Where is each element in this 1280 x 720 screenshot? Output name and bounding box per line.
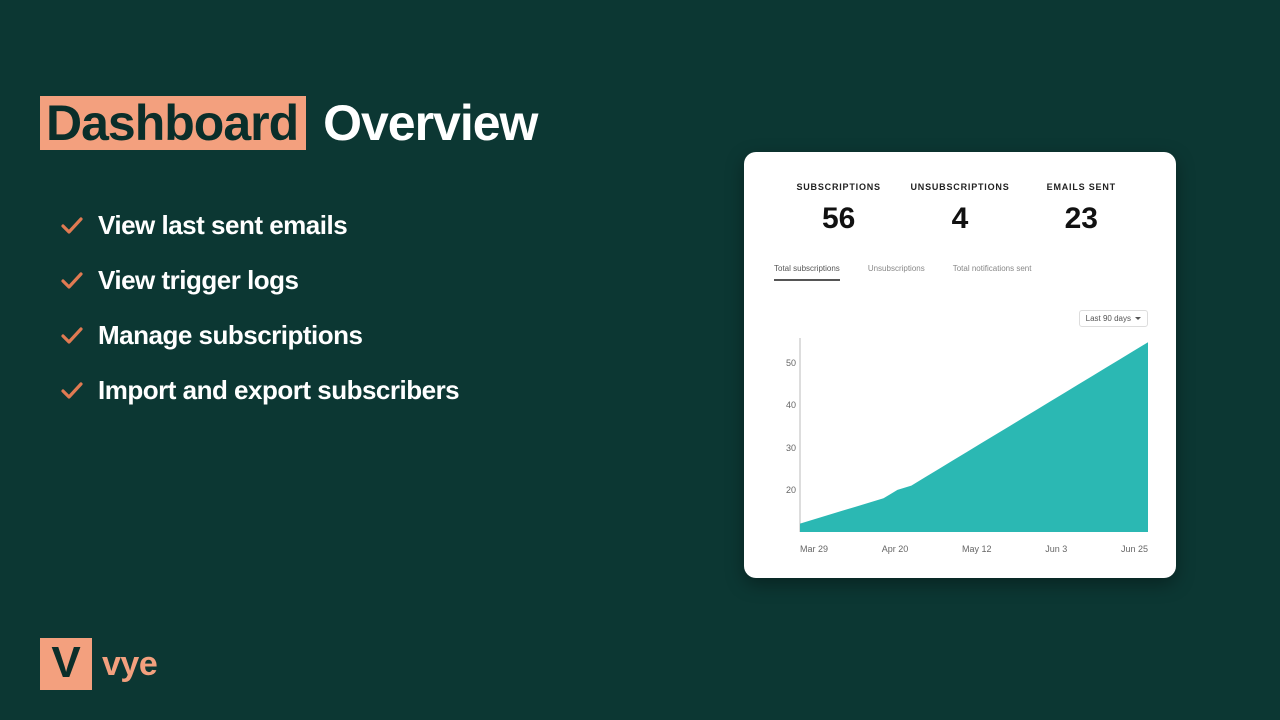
heading-highlight: Dashboard: [40, 96, 306, 150]
list-item-label: Import and export subscribers: [98, 375, 459, 406]
logo-text: vye: [102, 645, 157, 684]
heading-rest: Overview: [323, 95, 537, 151]
date-range-dropdown[interactable]: Last 90 days: [1079, 310, 1148, 327]
stat-label: SUBSCRIPTIONS: [778, 182, 899, 192]
list-item-label: Manage subscriptions: [98, 320, 363, 351]
chart-x-tick: May 12: [962, 544, 992, 554]
stats-row: SUBSCRIPTIONS 56 UNSUBSCRIPTIONS 4 EMAIL…: [772, 182, 1148, 236]
check-icon: [60, 214, 84, 238]
check-icon: [60, 269, 84, 293]
list-item: View last sent emails: [60, 210, 459, 241]
logo-mark: V: [40, 638, 92, 690]
stat-value: 23: [1021, 202, 1142, 236]
stat-unsubscriptions: UNSUBSCRIPTIONS 4: [899, 182, 1020, 236]
stat-emails-sent: EMAILS SENT 23: [1021, 182, 1142, 236]
feature-list: View last sent emails View trigger logs …: [60, 210, 459, 406]
list-item: View trigger logs: [60, 265, 459, 296]
chart-x-tick: Jun 3: [1045, 544, 1067, 554]
list-item-label: View last sent emails: [98, 210, 347, 241]
stat-value: 4: [899, 202, 1020, 236]
chart-x-tick: Apr 20: [882, 544, 909, 554]
check-icon: [60, 379, 84, 403]
list-item: Import and export subscribers: [60, 375, 459, 406]
chart-x-tick: Mar 29: [800, 544, 828, 554]
tab-total-subscriptions[interactable]: Total subscriptions: [774, 264, 840, 281]
stat-value: 56: [778, 202, 899, 236]
subscriptions-area-chart: [772, 338, 1148, 532]
list-item-label: View trigger logs: [98, 265, 299, 296]
tab-unsubscriptions[interactable]: Unsubscriptions: [868, 264, 925, 281]
stat-subscriptions: SUBSCRIPTIONS 56: [778, 182, 899, 236]
stat-label: UNSUBSCRIPTIONS: [899, 182, 1020, 192]
tab-total-notifications[interactable]: Total notifications sent: [953, 264, 1032, 281]
chart-x-axis: Mar 29 Apr 20 May 12 Jun 3 Jun 25: [800, 544, 1148, 554]
page-heading: Dashboard Overview: [40, 96, 537, 150]
chart-x-tick: Jun 25: [1121, 544, 1148, 554]
check-icon: [60, 324, 84, 348]
brand-logo: V vye: [40, 638, 157, 690]
list-item: Manage subscriptions: [60, 320, 459, 351]
date-range-label: Last 90 days: [1086, 314, 1131, 323]
chevron-down-icon: [1135, 317, 1141, 320]
stat-label: EMAILS SENT: [1021, 182, 1142, 192]
dashboard-card: SUBSCRIPTIONS 56 UNSUBSCRIPTIONS 4 EMAIL…: [744, 152, 1176, 578]
chart-tabs: Total subscriptions Unsubscriptions Tota…: [772, 264, 1148, 281]
logo-mark-letter: V: [51, 641, 80, 685]
